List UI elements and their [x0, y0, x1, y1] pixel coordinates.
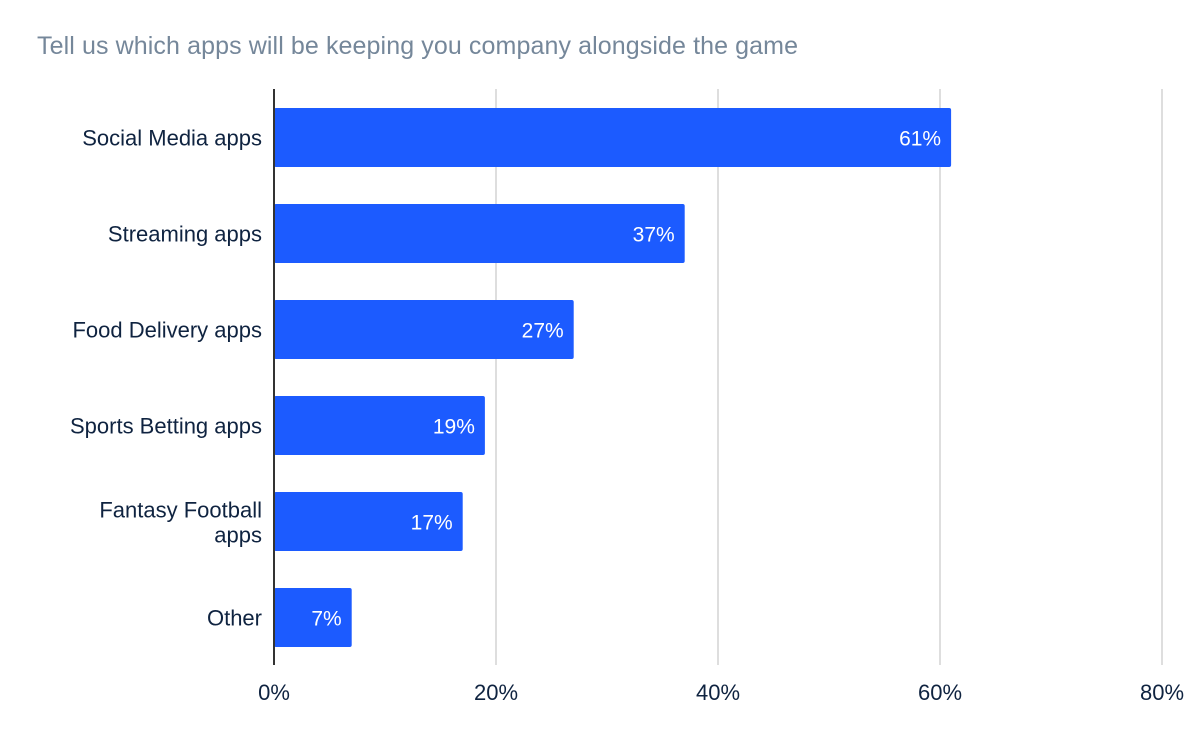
x-tick-label: 80%: [1140, 680, 1184, 705]
bar: [274, 108, 952, 167]
data-label: 61%: [899, 128, 941, 151]
x-tick-label: 0%: [258, 680, 290, 705]
data-label: 27%: [522, 320, 564, 343]
data-label: 37%: [633, 224, 675, 247]
category-label: Social Media apps: [82, 126, 262, 151]
x-tick-label: 60%: [918, 680, 962, 705]
bar: [274, 204, 685, 263]
bar: [274, 300, 574, 359]
category-label: Fantasy Football apps: [99, 498, 262, 548]
bar: [274, 588, 352, 647]
x-tick-label: 20%: [474, 680, 518, 705]
category-label: Sports Betting apps: [70, 414, 262, 439]
bar: [274, 492, 463, 551]
data-label: 19%: [433, 416, 475, 439]
data-label: 7%: [311, 608, 341, 631]
category-label: Food Delivery apps: [72, 318, 262, 343]
data-label: 17%: [411, 512, 453, 535]
bar: [274, 396, 485, 455]
chart-title: Tell us which apps will be keeping you c…: [37, 32, 799, 60]
category-label: Streaming apps: [108, 222, 262, 247]
category-label: Other: [207, 606, 262, 631]
x-tick-label: 40%: [696, 680, 740, 705]
